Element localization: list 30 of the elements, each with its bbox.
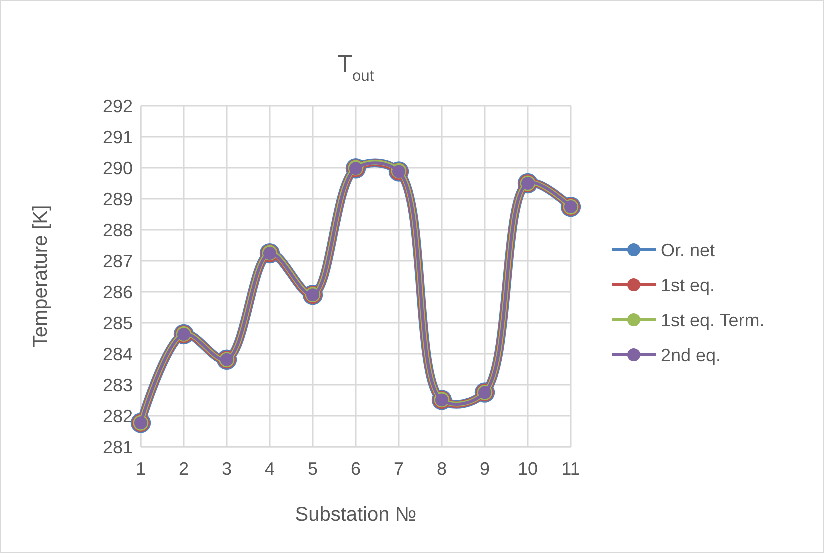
legend-label: 1st eq. Term. (661, 310, 765, 330)
y-tick-label: 283 (102, 375, 133, 396)
y-axis-title: Temperature [K] (30, 205, 52, 348)
y-tick-label: 285 (102, 313, 133, 334)
x-tick-label: 7 (394, 459, 404, 479)
x-tick-label: 8 (436, 459, 448, 479)
x-tick-label: 4 (264, 459, 276, 479)
x-tick-label: 11 (562, 459, 580, 479)
chart-title: T$_{out}$ (338, 51, 375, 84)
x-tick-label: 1 (136, 459, 146, 479)
y-tick-label: 291 (102, 127, 133, 148)
y-tick-label: 287 (102, 251, 133, 272)
x-tick-label: 6 (350, 459, 362, 479)
x-tick-label: 5 (308, 459, 318, 479)
y-tick-label: 292 (102, 96, 133, 116)
y-tick-label: 284 (102, 344, 133, 364)
legend-label: 1st eq. (661, 275, 716, 296)
y-tick-label: 289 (102, 189, 133, 210)
y-tick-label: 288 (102, 220, 133, 240)
x-tick-label: 9 (480, 459, 490, 479)
y-tick-label: 290 (102, 158, 133, 178)
x-tick-label: 10 (518, 459, 538, 479)
legend-label: Or. net (661, 240, 716, 260)
x-tick-label: 2 (178, 459, 190, 479)
y-tick-label: 281 (102, 437, 133, 458)
x-axis-title: Substation № (295, 504, 417, 526)
legend-label: 2nd eq. (661, 345, 722, 366)
y-tick-label: 282 (102, 406, 133, 426)
x-tick-label: 3 (222, 459, 232, 479)
y-tick-label: 286 (102, 282, 133, 302)
